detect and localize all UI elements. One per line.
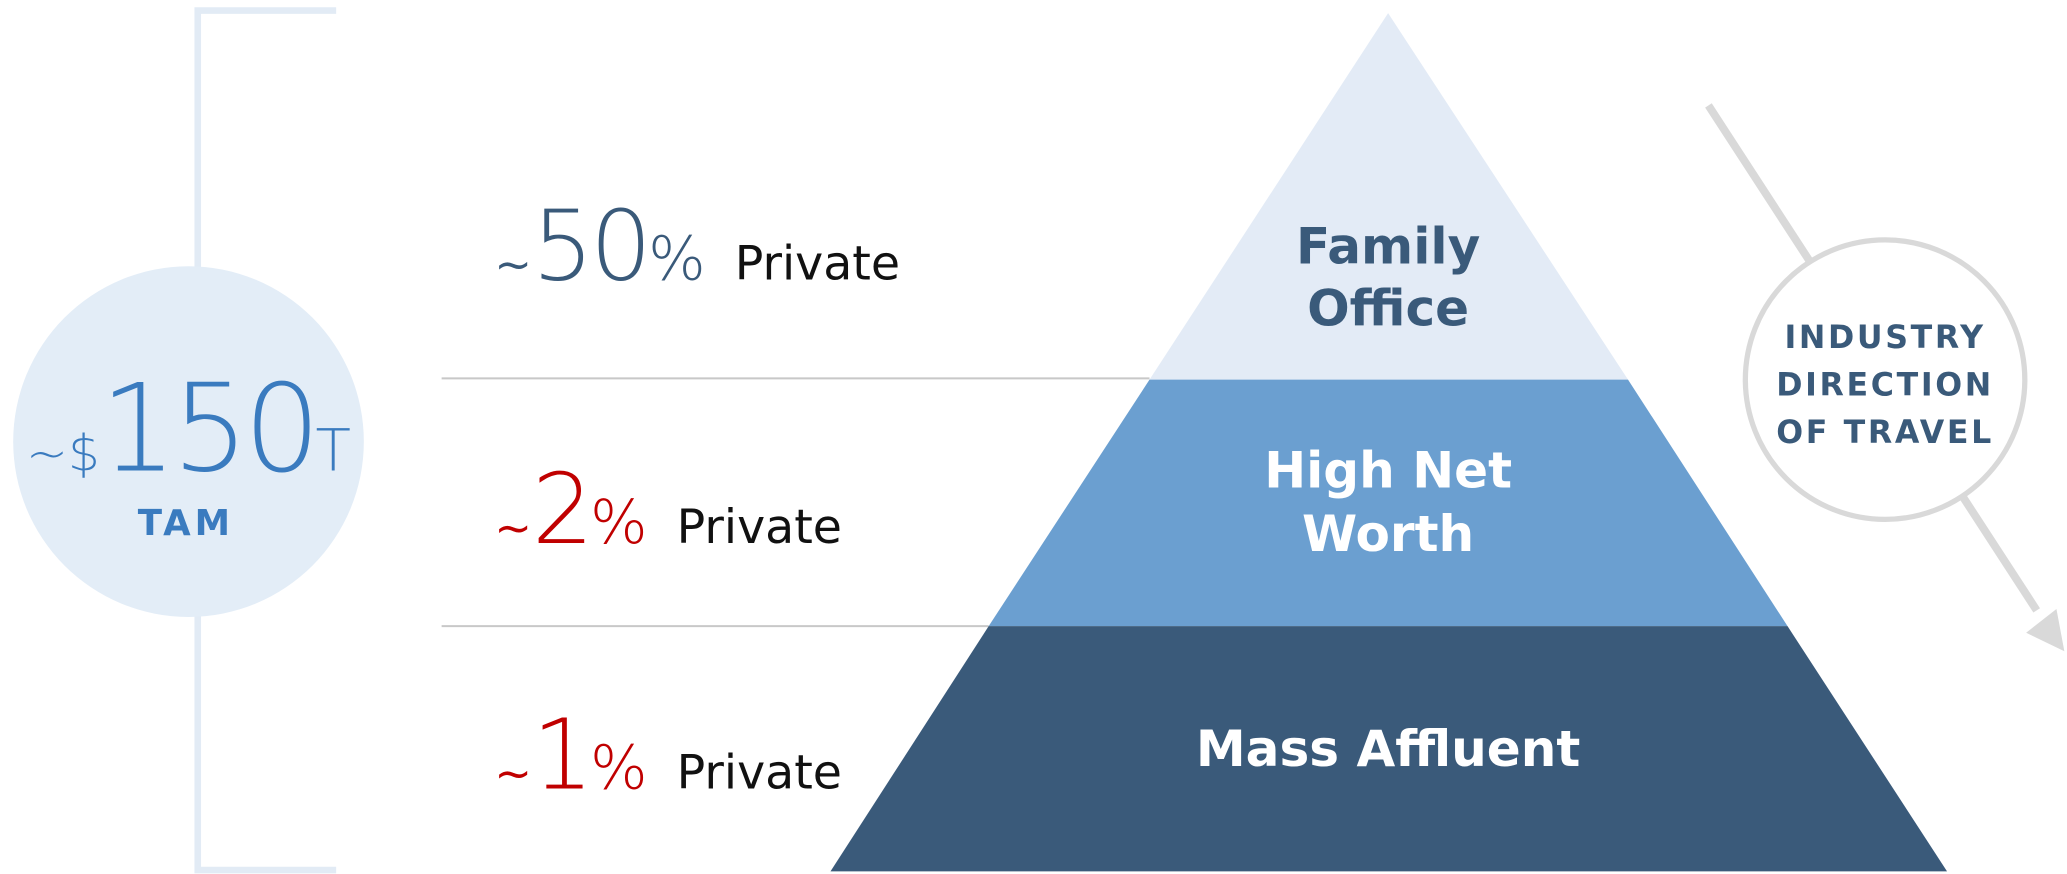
tier-label: Office — [1307, 280, 1469, 338]
row-number: 50 — [532, 189, 648, 303]
direction-label: INDUSTRY — [1785, 320, 1986, 356]
row-tilde: ~ — [494, 501, 532, 554]
row-percent: % — [590, 733, 648, 803]
tam-suffix: T — [316, 417, 351, 485]
direction-label: DIRECTION — [1776, 367, 1994, 403]
row-percent: % — [590, 488, 648, 558]
row-tilde: ~ — [494, 746, 532, 799]
direction-circle — [1742, 237, 2028, 523]
tier-bottom — [830, 626, 1948, 872]
tier-label: Family — [1296, 218, 1480, 276]
row-stat: ~1% Private — [494, 698, 842, 812]
tam-prefix: ~$ — [26, 425, 100, 483]
row-label: Private — [677, 500, 842, 555]
tam-circle — [13, 266, 364, 617]
row-stat: ~2% Private — [494, 453, 842, 567]
arrow-head — [2026, 609, 2065, 652]
row-label: Private — [735, 236, 900, 291]
tam-value: ~$150T — [26, 358, 351, 500]
direction-label: OF TRAVEL — [1776, 415, 1994, 451]
tier-label: High Net — [1264, 442, 1512, 500]
row-label: Private — [677, 745, 842, 800]
tier-middle — [988, 379, 1788, 627]
tier-label: Mass Affluent — [1196, 720, 1581, 778]
row-number: 2 — [532, 453, 590, 567]
row-stat: ~50% Private — [494, 189, 900, 303]
row-tilde: ~ — [494, 237, 532, 290]
tier-top — [1149, 13, 1629, 380]
tam-number: 150 — [100, 358, 316, 500]
row-percent: % — [648, 224, 706, 294]
tam-label: TAM — [138, 503, 234, 544]
row-number: 1 — [532, 698, 590, 812]
tier-label: Worth — [1302, 505, 1474, 563]
